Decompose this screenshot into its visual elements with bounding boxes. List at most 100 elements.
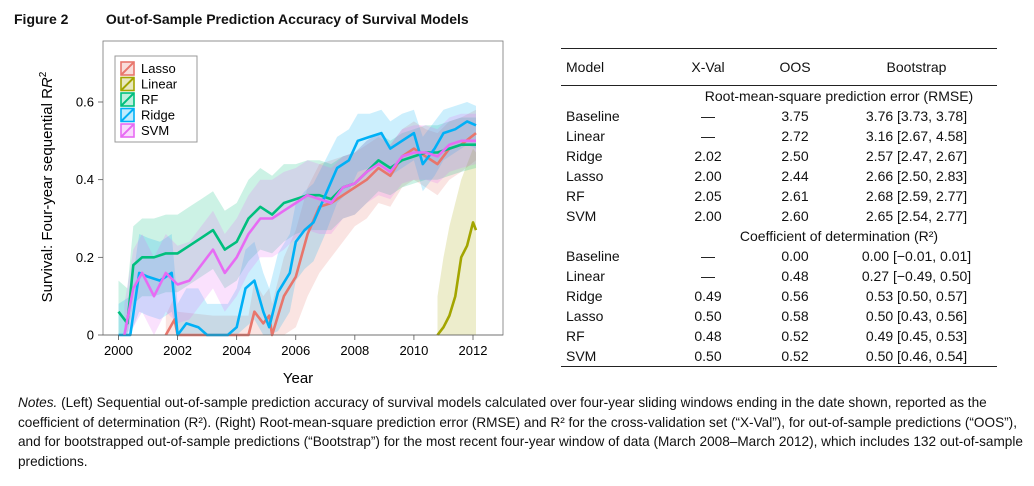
cell-xval: — <box>701 248 715 264</box>
figure-title: Out-of-Sample Prediction Accuracy of Sur… <box>105 11 469 27</box>
x-tick-label: 2004 <box>222 343 251 358</box>
table-row: RF 0.48 0.52 0.49 [0.45, 0.53] <box>561 326 997 346</box>
header-model: Model <box>566 59 605 75</box>
band-linear <box>437 148 476 335</box>
table-row: Ridge 2.02 2.50 2.57 [2.47, 2.67] <box>561 146 997 166</box>
cell-bootstrap: 0.53 [0.50, 0.57] <box>865 288 968 304</box>
cell-model: Ridge <box>566 148 603 164</box>
series-line-rf <box>117 143 476 325</box>
series-line-linear <box>436 221 478 336</box>
cell-xval: 2.00 <box>694 208 722 224</box>
x-tick-label: 2010 <box>399 343 428 358</box>
table-header-rule <box>561 85 997 86</box>
cell-model: Lasso <box>566 308 604 324</box>
cell-oos: 2.50 <box>781 148 809 164</box>
notes-text: (Left) Sequential out-of-sample predicti… <box>18 395 1023 469</box>
cell-model: RF <box>566 328 585 344</box>
cell-xval: — <box>701 108 715 124</box>
y-tick-label: 0.4 <box>76 172 94 187</box>
cell-model: SVM <box>566 208 597 224</box>
legend-swatch-line <box>120 107 135 123</box>
table-header-row: Model X-Val OOS Bootstrap <box>561 49 997 85</box>
band-ridge <box>118 102 476 335</box>
x-axis-title: Year <box>283 370 313 387</box>
figure-label: Figure 2 <box>14 11 69 27</box>
x-tick-label: 2002 <box>163 343 192 358</box>
legend-swatch-line <box>120 123 135 138</box>
cell-oos: 2.61 <box>781 188 809 204</box>
table-row: RF 2.05 2.61 2.68 [2.59, 2.77] <box>561 186 997 206</box>
table-top-rule <box>561 48 997 49</box>
table-row: Lasso 0.50 0.58 0.50 [0.43, 0.56] <box>561 306 997 326</box>
y-axis-title-superscript: 2 <box>38 71 49 77</box>
legend-label: RF <box>141 92 158 107</box>
cell-xval: 2.05 <box>694 188 722 204</box>
table-row: SVM 2.00 2.60 2.65 [2.54, 2.77] <box>561 206 997 226</box>
cell-oos: 2.60 <box>781 208 809 224</box>
cell-bootstrap: 2.66 [2.50, 2.83] <box>865 168 968 184</box>
y-tick-label: 0.6 <box>76 95 94 110</box>
legend-label: Ridge <box>141 108 175 123</box>
cell-model: Linear <box>566 268 605 284</box>
header-bootstrap: Bootstrap <box>886 59 947 75</box>
cell-xval: 0.49 <box>694 288 722 304</box>
cell-model: Ridge <box>566 288 603 304</box>
cell-model: SVM <box>566 348 597 364</box>
cell-oos: 0.52 <box>781 348 809 364</box>
y-axis-title: Survival: Four-year sequential RR2 <box>38 71 56 302</box>
cell-bootstrap: 2.57 [2.47, 2.67] <box>865 148 968 164</box>
cell-oos: 0.48 <box>781 268 809 284</box>
series-line-svm <box>123 139 476 336</box>
cell-model: Lasso <box>566 168 604 184</box>
cell-bootstrap: 0.27 [−0.49, 0.50] <box>861 268 972 284</box>
table-row: SVM 0.50 0.52 0.50 [0.46, 0.54] <box>561 346 997 366</box>
cell-oos: 0.56 <box>781 288 809 304</box>
cell-oos: 3.75 <box>781 108 809 124</box>
y-tick-label: 0.2 <box>76 250 94 265</box>
cell-oos: 0.00 <box>781 248 809 264</box>
y-tick-label: 0 <box>87 328 94 343</box>
legend-swatch-line <box>120 61 135 76</box>
notes-label: Notes. <box>18 395 58 410</box>
section-title: Coefficient of determination (R²) <box>739 228 939 244</box>
header-xval: X-Val <box>691 59 725 75</box>
table-row: Baseline — 3.75 3.76 [3.73, 3.78] <box>561 106 997 126</box>
cell-xval: 0.50 <box>694 348 722 364</box>
band-lasso <box>165 109 477 335</box>
legend-swatch-line <box>120 76 135 92</box>
cell-xval: 0.50 <box>694 308 722 324</box>
header-oos: OOS <box>779 59 811 75</box>
r2-line-chart: 2000 2002 2004 2006 2008 2010 2012 0 0.2 0.4 0.6 Y… <box>38 40 504 387</box>
x-tick-label: 2012 <box>459 343 488 358</box>
legend-label: Lasso <box>141 61 176 76</box>
cell-bootstrap: 0.00 [−0.01, 0.01] <box>861 248 972 264</box>
cell-model: Linear <box>566 128 605 144</box>
cell-oos: 0.58 <box>781 308 809 324</box>
cell-xval: 2.00 <box>694 168 722 184</box>
cell-bootstrap: 3.16 [2.67, 4.58] <box>865 128 968 144</box>
table-bottom-rule <box>561 366 997 367</box>
cell-xval: 0.48 <box>694 328 722 344</box>
cell-bootstrap: 0.50 [0.46, 0.54] <box>865 348 968 364</box>
cell-bootstrap: 0.49 [0.45, 0.53] <box>865 328 968 344</box>
x-tick-label: 2000 <box>104 343 133 358</box>
table-body: Root-mean-square prediction error (RMSE)… <box>561 86 997 366</box>
legend-label: SVM <box>141 123 169 138</box>
axes: 2000 2002 2004 2006 2008 2010 2012 0 0.2 0.4 0.6 <box>76 95 503 358</box>
section-title: Root-mean-square prediction error (RMSE) <box>704 88 974 104</box>
x-tick-label: 2006 <box>281 343 310 358</box>
table-row: Baseline — 0.00 0.00 [−0.01, 0.01] <box>561 246 997 266</box>
cell-xval: — <box>701 128 715 144</box>
cell-model: Baseline <box>566 108 620 124</box>
legend-label: Linear <box>141 77 178 92</box>
table-row: Linear — 2.72 3.16 [2.67, 4.58] <box>561 126 997 146</box>
x-tick-label: 2008 <box>340 343 369 358</box>
cell-oos: 2.72 <box>781 128 809 144</box>
cell-model: RF <box>566 188 585 204</box>
table-row: Lasso 2.00 2.44 2.66 [2.50, 2.83] <box>561 166 997 186</box>
cell-xval: 2.02 <box>694 148 722 164</box>
cell-bootstrap: 2.68 [2.59, 2.77] <box>865 188 968 204</box>
cell-bootstrap: 2.65 [2.54, 2.77] <box>865 208 968 224</box>
series-line-lasso <box>164 132 477 337</box>
